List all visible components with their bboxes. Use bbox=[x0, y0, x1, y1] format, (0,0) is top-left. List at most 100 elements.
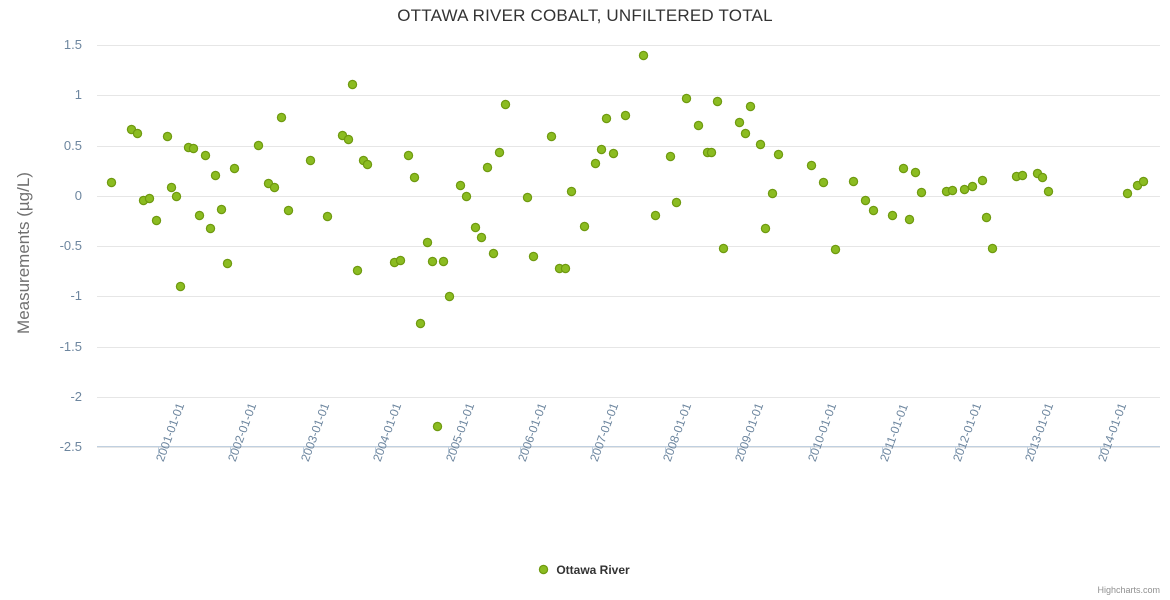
scatter-point[interactable] bbox=[133, 129, 141, 137]
scatter-point[interactable] bbox=[364, 161, 372, 169]
scatter-point[interactable] bbox=[756, 140, 764, 148]
scatter-point[interactable] bbox=[906, 216, 914, 224]
scatter-point[interactable] bbox=[405, 152, 413, 160]
scatter-point[interactable] bbox=[428, 257, 436, 265]
scatter-point[interactable] bbox=[918, 189, 926, 197]
scatter-point[interactable] bbox=[942, 188, 950, 196]
scatter-point[interactable] bbox=[768, 190, 776, 198]
scatter-point[interactable] bbox=[961, 186, 969, 194]
scatter-point[interactable] bbox=[703, 149, 711, 157]
scatter-point[interactable] bbox=[735, 118, 743, 126]
scatter-point[interactable] bbox=[344, 135, 352, 143]
scatter-point[interactable] bbox=[212, 172, 220, 180]
scatter-point[interactable] bbox=[397, 256, 405, 264]
scatter-point[interactable] bbox=[323, 213, 331, 221]
scatter-point[interactable] bbox=[708, 149, 716, 157]
scatter-point[interactable] bbox=[477, 234, 485, 242]
scatter-point[interactable] bbox=[819, 179, 827, 187]
scatter-point[interactable] bbox=[423, 239, 431, 247]
scatter-point[interactable] bbox=[456, 182, 464, 190]
scatter-point[interactable] bbox=[580, 223, 588, 231]
scatter-point[interactable] bbox=[695, 121, 703, 129]
scatter-point[interactable] bbox=[218, 206, 226, 214]
scatter-point[interactable] bbox=[202, 152, 210, 160]
scatter-point[interactable] bbox=[167, 184, 175, 192]
scatter-point[interactable] bbox=[529, 252, 537, 260]
scatter-point[interactable] bbox=[900, 165, 908, 173]
scatter-point[interactable] bbox=[850, 178, 858, 186]
scatter-point[interactable] bbox=[462, 193, 470, 201]
scatter-point[interactable] bbox=[172, 193, 180, 201]
scatter-point[interactable] bbox=[265, 180, 273, 188]
scatter-point[interactable] bbox=[862, 197, 870, 205]
scatter-point[interactable] bbox=[888, 212, 896, 220]
scatter-point[interactable] bbox=[747, 102, 755, 110]
scatter-point[interactable] bbox=[1140, 178, 1148, 186]
scatter-point[interactable] bbox=[360, 157, 368, 165]
scatter-point[interactable] bbox=[445, 292, 453, 300]
scatter-point[interactable] bbox=[127, 125, 135, 133]
scatter-point[interactable] bbox=[683, 94, 691, 102]
scatter-point[interactable] bbox=[948, 187, 956, 195]
scatter-point[interactable] bbox=[808, 162, 816, 170]
scatter-point[interactable] bbox=[720, 244, 728, 252]
scatter-point[interactable] bbox=[145, 195, 153, 203]
scatter-point[interactable] bbox=[501, 100, 509, 108]
scatter-point[interactable] bbox=[224, 259, 232, 267]
scatter-point[interactable] bbox=[152, 217, 160, 225]
scatter-point[interactable] bbox=[741, 129, 749, 137]
scatter-point[interactable] bbox=[969, 183, 977, 191]
scatter-point[interactable] bbox=[196, 212, 204, 220]
scatter-point[interactable] bbox=[762, 225, 770, 233]
scatter-point[interactable] bbox=[489, 249, 497, 257]
scatter-point[interactable] bbox=[714, 97, 722, 105]
scatter-point[interactable] bbox=[164, 132, 172, 140]
scatter-point[interactable] bbox=[609, 150, 617, 158]
scatter-point[interactable] bbox=[108, 179, 116, 187]
scatter-point[interactable] bbox=[556, 264, 564, 272]
scatter-point[interactable] bbox=[271, 184, 279, 192]
scatter-point[interactable] bbox=[1013, 173, 1021, 181]
scatter-point[interactable] bbox=[1039, 174, 1047, 182]
scatter-point[interactable] bbox=[349, 80, 357, 88]
scatter-point[interactable] bbox=[231, 165, 239, 173]
scatter-point[interactable] bbox=[255, 142, 263, 149]
scatter-point[interactable] bbox=[184, 144, 192, 151]
scatter-point[interactable] bbox=[667, 153, 675, 161]
scatter-point[interactable] bbox=[983, 214, 991, 222]
scatter-point[interactable] bbox=[496, 149, 504, 157]
scatter-point[interactable] bbox=[591, 160, 599, 168]
scatter-point[interactable] bbox=[673, 199, 681, 207]
scatter-point[interactable] bbox=[338, 131, 346, 139]
scatter-point[interactable] bbox=[912, 169, 920, 177]
scatter-point[interactable] bbox=[548, 132, 556, 140]
scatter-point[interactable] bbox=[411, 174, 419, 182]
scatter-point[interactable] bbox=[1033, 170, 1041, 178]
scatter-point[interactable] bbox=[597, 146, 605, 154]
scatter-point[interactable] bbox=[190, 145, 198, 152]
scatter-point[interactable] bbox=[277, 113, 285, 121]
scatter-point[interactable] bbox=[978, 177, 986, 185]
scatter-point[interactable] bbox=[562, 264, 570, 272]
scatter-point[interactable] bbox=[1019, 172, 1027, 180]
scatter-point[interactable] bbox=[831, 245, 839, 253]
scatter-point[interactable] bbox=[568, 188, 576, 196]
scatter-point[interactable] bbox=[989, 244, 997, 252]
scatter-point[interactable] bbox=[433, 423, 441, 431]
scatter-point[interactable] bbox=[417, 319, 425, 327]
scatter-point[interactable] bbox=[1123, 190, 1131, 198]
scatter-point[interactable] bbox=[306, 157, 314, 165]
scatter-point[interactable] bbox=[870, 207, 878, 215]
scatter-point[interactable] bbox=[284, 207, 292, 215]
scatter-point[interactable] bbox=[621, 111, 629, 119]
scatter-point[interactable] bbox=[139, 197, 147, 205]
legend-item[interactable]: Ottawa River bbox=[540, 562, 630, 577]
scatter-point[interactable] bbox=[651, 212, 659, 220]
scatter-point[interactable] bbox=[176, 282, 184, 290]
scatter-point[interactable] bbox=[1133, 182, 1141, 190]
scatter-point[interactable] bbox=[483, 164, 491, 172]
scatter-point[interactable] bbox=[774, 151, 782, 159]
scatter-point[interactable] bbox=[207, 225, 215, 233]
scatter-point[interactable] bbox=[1045, 188, 1053, 196]
scatter-point[interactable] bbox=[524, 194, 532, 202]
